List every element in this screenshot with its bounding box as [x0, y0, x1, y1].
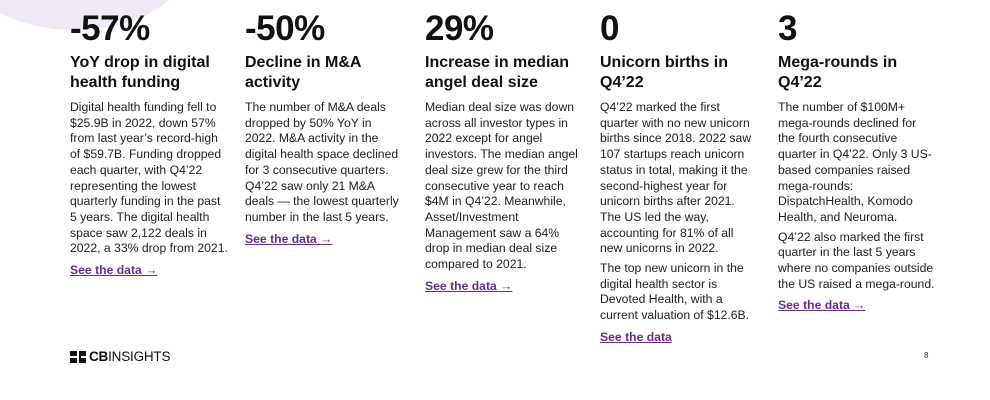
stat-value: 29%	[425, 9, 494, 48]
stat-column-mega-rounds: 3 Mega-rounds in Q4’22 The number of $10…	[778, 10, 936, 314]
stat-value: 0	[600, 9, 619, 48]
stat-description-secondary: The top new unicorn in the digital healt…	[600, 261, 750, 323]
stat-column-m-and-a: -50% Decline in M&A activity The number …	[245, 10, 403, 248]
see-the-data-link[interactable]: See the data →	[245, 231, 333, 246]
see-the-data-link[interactable]: See the data	[600, 329, 672, 344]
stat-description: Q4’22 marked the first quarter with no n…	[600, 100, 752, 256]
cb-insights-logo-mark-icon	[70, 350, 86, 363]
stat-heading: Mega-rounds in Q4’22	[778, 54, 898, 91]
stat-heading: Decline in M&A activity	[245, 54, 361, 91]
stat-column-angel-deal-size: 29% Increase in median angel deal size M…	[425, 10, 583, 295]
stat-description: The number of M&A deals dropped by 50% Y…	[245, 100, 399, 224]
stat-value: 3	[778, 9, 797, 48]
see-the-data-link[interactable]: See the data →	[778, 298, 866, 313]
stat-description: Digital health funding fell to $25.9B in…	[70, 100, 228, 256]
see-the-data-link[interactable]: See the data →	[70, 263, 158, 278]
stat-heading: Unicorn births in Q4’22	[600, 54, 728, 91]
stat-description-secondary: Q4’22 also marked the first quarter in t…	[778, 229, 935, 291]
logo-text-bold: CB	[89, 349, 109, 364]
stat-heading: Increase in median angel deal size	[425, 54, 570, 91]
see-the-data-link[interactable]: See the data →	[425, 278, 513, 293]
stat-heading: YoY drop in digital health funding	[70, 54, 210, 91]
stat-column-unicorn-births: 0 Unicorn births in Q4’22 Q4’22 marked t…	[600, 10, 758, 346]
cb-insights-logo: CBINSIGHTS	[70, 349, 170, 364]
stat-value: -57%	[70, 9, 150, 48]
logo-text: CBINSIGHTS	[89, 349, 170, 364]
stat-value: -50%	[245, 9, 325, 48]
logo-text-regular: INSIGHTS	[108, 349, 171, 364]
stat-column-funding: -57% YoY drop in digital health funding …	[70, 10, 228, 279]
stat-description: The number of $100M+ mega-rounds decline…	[778, 100, 932, 224]
stat-description: Median deal size was down across all inv…	[425, 100, 578, 272]
page-number: 8	[924, 351, 929, 360]
